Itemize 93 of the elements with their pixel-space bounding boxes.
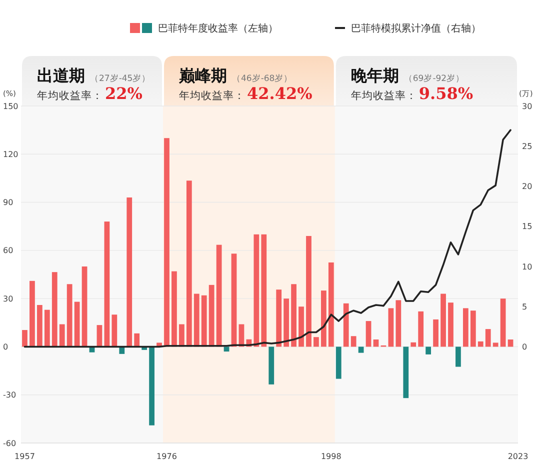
bar xyxy=(433,319,438,347)
bar xyxy=(74,302,80,347)
y-tick-label: -60 xyxy=(3,438,16,448)
band-label: 出道期 xyxy=(37,66,85,85)
bar xyxy=(500,298,506,347)
bar xyxy=(112,314,118,347)
bar xyxy=(410,342,416,347)
bar xyxy=(254,234,260,347)
bar xyxy=(448,302,454,347)
bar xyxy=(126,197,132,347)
text: 年均收益率： xyxy=(179,90,245,102)
bar xyxy=(478,341,484,347)
bar xyxy=(172,271,177,347)
bar xyxy=(231,254,237,347)
bar xyxy=(440,294,446,347)
bar xyxy=(164,138,170,347)
y2-tick-label: 0 xyxy=(522,342,528,352)
bar xyxy=(373,339,379,347)
y-tick-label: 0 xyxy=(3,342,8,352)
bar xyxy=(22,330,28,347)
bar xyxy=(284,298,290,347)
y2-tick-label: 25 xyxy=(522,142,532,151)
y-tick-label: 60 xyxy=(3,246,14,256)
y2-tick-label: 30 xyxy=(522,102,532,111)
bar xyxy=(343,303,349,347)
bar xyxy=(492,342,498,347)
bar xyxy=(306,236,312,347)
y-tick-label: 120 xyxy=(3,150,18,159)
bar xyxy=(52,272,58,347)
bar xyxy=(336,346,342,379)
bar xyxy=(366,321,372,347)
band-label: 巅峰期 xyxy=(179,66,227,85)
y-tick-label: 30 xyxy=(3,294,14,304)
text: （69岁-92岁） xyxy=(404,73,465,84)
bar xyxy=(44,310,50,347)
bar xyxy=(358,346,364,353)
bar xyxy=(194,294,200,347)
bar xyxy=(462,308,468,347)
band-label: 晚年期 xyxy=(350,66,399,85)
bar xyxy=(261,234,267,347)
line-series xyxy=(24,129,512,348)
text: （27岁-45岁） xyxy=(90,73,151,84)
bar xyxy=(178,324,184,347)
bar xyxy=(59,324,65,347)
legend-label: 巴菲特年度收益率（左轴） xyxy=(158,22,278,34)
text: 年均收益率： xyxy=(350,90,417,102)
y-tick-label: -30 xyxy=(3,390,16,400)
text: 9.58% xyxy=(418,84,474,103)
bar xyxy=(314,337,319,347)
bar xyxy=(508,339,514,347)
bar xyxy=(201,295,207,347)
x-tick-label: 2023 xyxy=(508,452,528,461)
bar xyxy=(418,311,424,347)
x-tick-label: 1957 xyxy=(14,452,35,461)
bar xyxy=(291,284,296,347)
y2-tick-label: 20 xyxy=(522,182,532,192)
text: 42.42% xyxy=(247,84,312,103)
text: 年均收益率： xyxy=(37,90,103,102)
bar xyxy=(456,346,461,367)
bar xyxy=(298,306,304,347)
y-tick-label: 150 xyxy=(3,102,18,111)
text: （46岁-68岁） xyxy=(232,73,293,84)
bar xyxy=(186,180,192,347)
x-tick-label: 1976 xyxy=(156,452,177,461)
bar xyxy=(66,284,72,347)
bar xyxy=(350,336,356,347)
y2-tick-label: 15 xyxy=(522,222,532,232)
legend-label: 巴菲特模拟累计净值（右轴） xyxy=(351,22,481,34)
bar xyxy=(276,290,282,347)
bar xyxy=(216,244,222,347)
bar xyxy=(96,325,102,347)
bar xyxy=(470,310,476,347)
bar xyxy=(268,346,274,384)
x-tick-label: 1998 xyxy=(320,452,342,461)
bar xyxy=(36,304,42,347)
bar xyxy=(134,333,140,347)
bar xyxy=(30,280,35,347)
bar xyxy=(388,308,394,347)
bar xyxy=(485,329,491,347)
bar xyxy=(82,266,88,347)
y-tick-label: 90 xyxy=(3,198,14,208)
bar xyxy=(320,290,326,347)
y2-tick-label: 5 xyxy=(522,302,528,312)
bar xyxy=(149,346,154,426)
bar xyxy=(396,300,402,347)
bar xyxy=(403,346,409,398)
y2-tick-label: 10 xyxy=(522,262,532,272)
bar xyxy=(426,346,432,354)
bar xyxy=(328,262,334,347)
bar xyxy=(104,222,110,347)
bar xyxy=(208,284,214,347)
text: 22% xyxy=(105,84,142,103)
bar xyxy=(224,346,230,352)
